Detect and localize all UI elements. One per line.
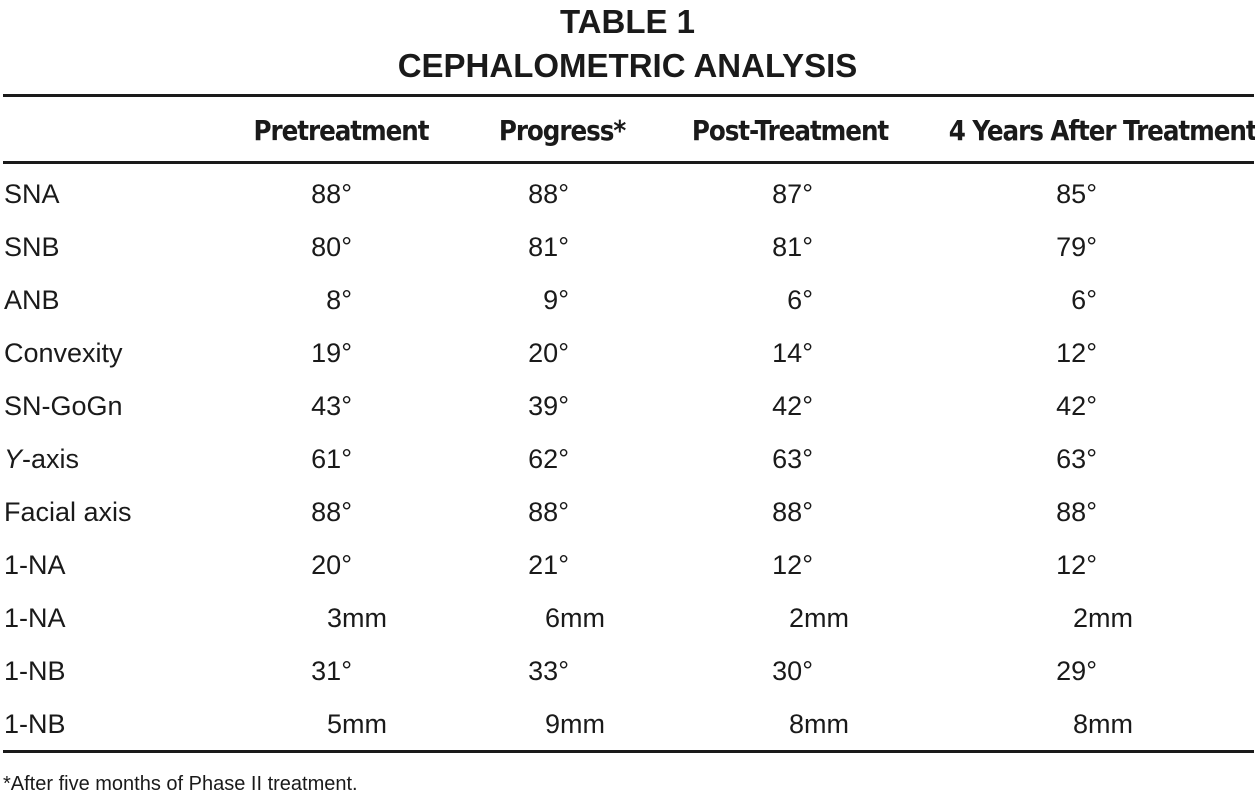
table-row: 1-NA 3mm 6mm 2mm 2mm (0, 592, 1255, 645)
row-label-text: Convexity (4, 338, 123, 368)
row-label: SNB (4, 221, 60, 274)
table-row: Facial axis 88° 88° 88° 88° (0, 486, 1255, 539)
row-label-text: 1-NA (4, 603, 66, 633)
cell-post-treatment: 30° (772, 656, 813, 686)
table-header-row: Pretreatment Progress* Post-Treatment 4 … (0, 108, 1255, 154)
row-label: Y-axis (4, 433, 79, 486)
cell-pretreatment: 3mm (327, 603, 387, 633)
cell-pretreatment: 88° (311, 497, 352, 527)
cell-pretreatment: 61° (311, 444, 352, 474)
table-row: 1-NA 20° 21° 12° 12° (0, 539, 1255, 592)
table-row: ANB 8° 9° 6° 6° (0, 274, 1255, 327)
top-rule (3, 94, 1254, 97)
column-header-progress: Progress* (498, 114, 626, 147)
cell-4-years-after: 2mm (1073, 603, 1133, 633)
cell-pretreatment: 80° (311, 232, 352, 262)
row-label-text: Facial axis (4, 497, 132, 527)
cell-post-treatment: 42° (772, 391, 813, 421)
cell-post-treatment: 88° (772, 497, 813, 527)
cell-progress: 81° (528, 232, 569, 262)
row-label-text: -axis (22, 444, 80, 474)
header-rule (3, 161, 1254, 164)
cell-post-treatment: 2mm (789, 603, 849, 633)
cell-post-treatment: 6° (787, 285, 813, 315)
cell-progress: 39° (528, 391, 569, 421)
cell-progress: 62° (528, 444, 569, 474)
cell-pretreatment: 20° (311, 550, 352, 580)
cell-pretreatment: 5mm (327, 709, 387, 739)
row-label-text: SN-GoGn (4, 391, 123, 421)
bottom-rule (3, 750, 1254, 753)
row-label: 1-NA (4, 539, 66, 592)
row-label-text: 1-NA (4, 550, 66, 580)
cell-progress: 88° (528, 179, 569, 209)
cell-4-years-after: 12° (1056, 338, 1097, 368)
column-header-pretreatment: Pretreatment (253, 114, 429, 147)
table-row: SNB 80° 81° 81° 79° (0, 221, 1255, 274)
cell-4-years-after: 6° (1071, 285, 1097, 315)
table-row: SNA 88° 88° 87° 85° (0, 168, 1255, 221)
row-label-text: 1-NB (4, 656, 66, 686)
cell-pretreatment: 19° (311, 338, 352, 368)
cell-4-years-after: 85° (1056, 179, 1097, 209)
cell-4-years-after: 12° (1056, 550, 1097, 580)
cell-pretreatment: 43° (311, 391, 352, 421)
table-title: TABLE 1 (559, 3, 696, 40)
row-label-text: 1-NB (4, 709, 66, 739)
cell-progress: 20° (528, 338, 569, 368)
cell-progress: 9° (543, 285, 569, 315)
table-row: 1-NB 5mm 9mm 8mm 8mm (0, 698, 1255, 751)
column-header-post-treatment: Post-Treatment (691, 114, 889, 147)
cell-post-treatment: 63° (772, 444, 813, 474)
cell-4-years-after: 8mm (1073, 709, 1133, 739)
cell-4-years-after: 88° (1056, 497, 1097, 527)
cell-post-treatment: 12° (772, 550, 813, 580)
cell-pretreatment: 31° (311, 656, 352, 686)
row-label: Convexity (4, 327, 123, 380)
cell-post-treatment: 8mm (789, 709, 849, 739)
table-row: 1-NB 31° 33° 30° 29° (0, 645, 1255, 698)
row-label: 1-NA (4, 592, 66, 645)
cell-progress: 33° (528, 656, 569, 686)
row-label: ANB (4, 274, 60, 327)
column-header-4-years-after-treatment: 4 Years After Treatment (948, 114, 1255, 147)
table-row: Y-axis 61° 62° 63° 63° (0, 433, 1255, 486)
cell-4-years-after: 42° (1056, 391, 1097, 421)
cell-progress: 21° (528, 550, 569, 580)
table-row: SN-GoGn 43° 39° 42° 42° (0, 380, 1255, 433)
row-label: 1-NB (4, 698, 66, 751)
cell-post-treatment: 14° (772, 338, 813, 368)
row-label-text: SNA (4, 179, 60, 209)
table-subtitle: CEPHALOMETRIC ANALYSIS (397, 47, 858, 84)
cell-pretreatment: 88° (311, 179, 352, 209)
cell-pretreatment: 8° (326, 285, 352, 315)
cell-4-years-after: 79° (1056, 232, 1097, 262)
cell-progress: 88° (528, 497, 569, 527)
cell-progress: 9mm (545, 709, 605, 739)
cell-post-treatment: 87° (772, 179, 813, 209)
table-footnote: *After five months of Phase II treatment… (3, 773, 358, 795)
row-label: Facial axis (4, 486, 132, 539)
cell-4-years-after: 63° (1056, 444, 1097, 474)
row-label-text: ANB (4, 285, 60, 315)
row-label: SN-GoGn (4, 380, 123, 433)
row-label: SNA (4, 168, 60, 221)
row-label-text: SNB (4, 232, 60, 262)
row-label: 1-NB (4, 645, 66, 698)
cell-4-years-after: 29° (1056, 656, 1097, 686)
cell-post-treatment: 81° (772, 232, 813, 262)
row-label-italic: Y (4, 444, 23, 474)
table-row: Convexity 19° 20° 14° 12° (0, 327, 1255, 380)
cell-progress: 6mm (545, 603, 605, 633)
